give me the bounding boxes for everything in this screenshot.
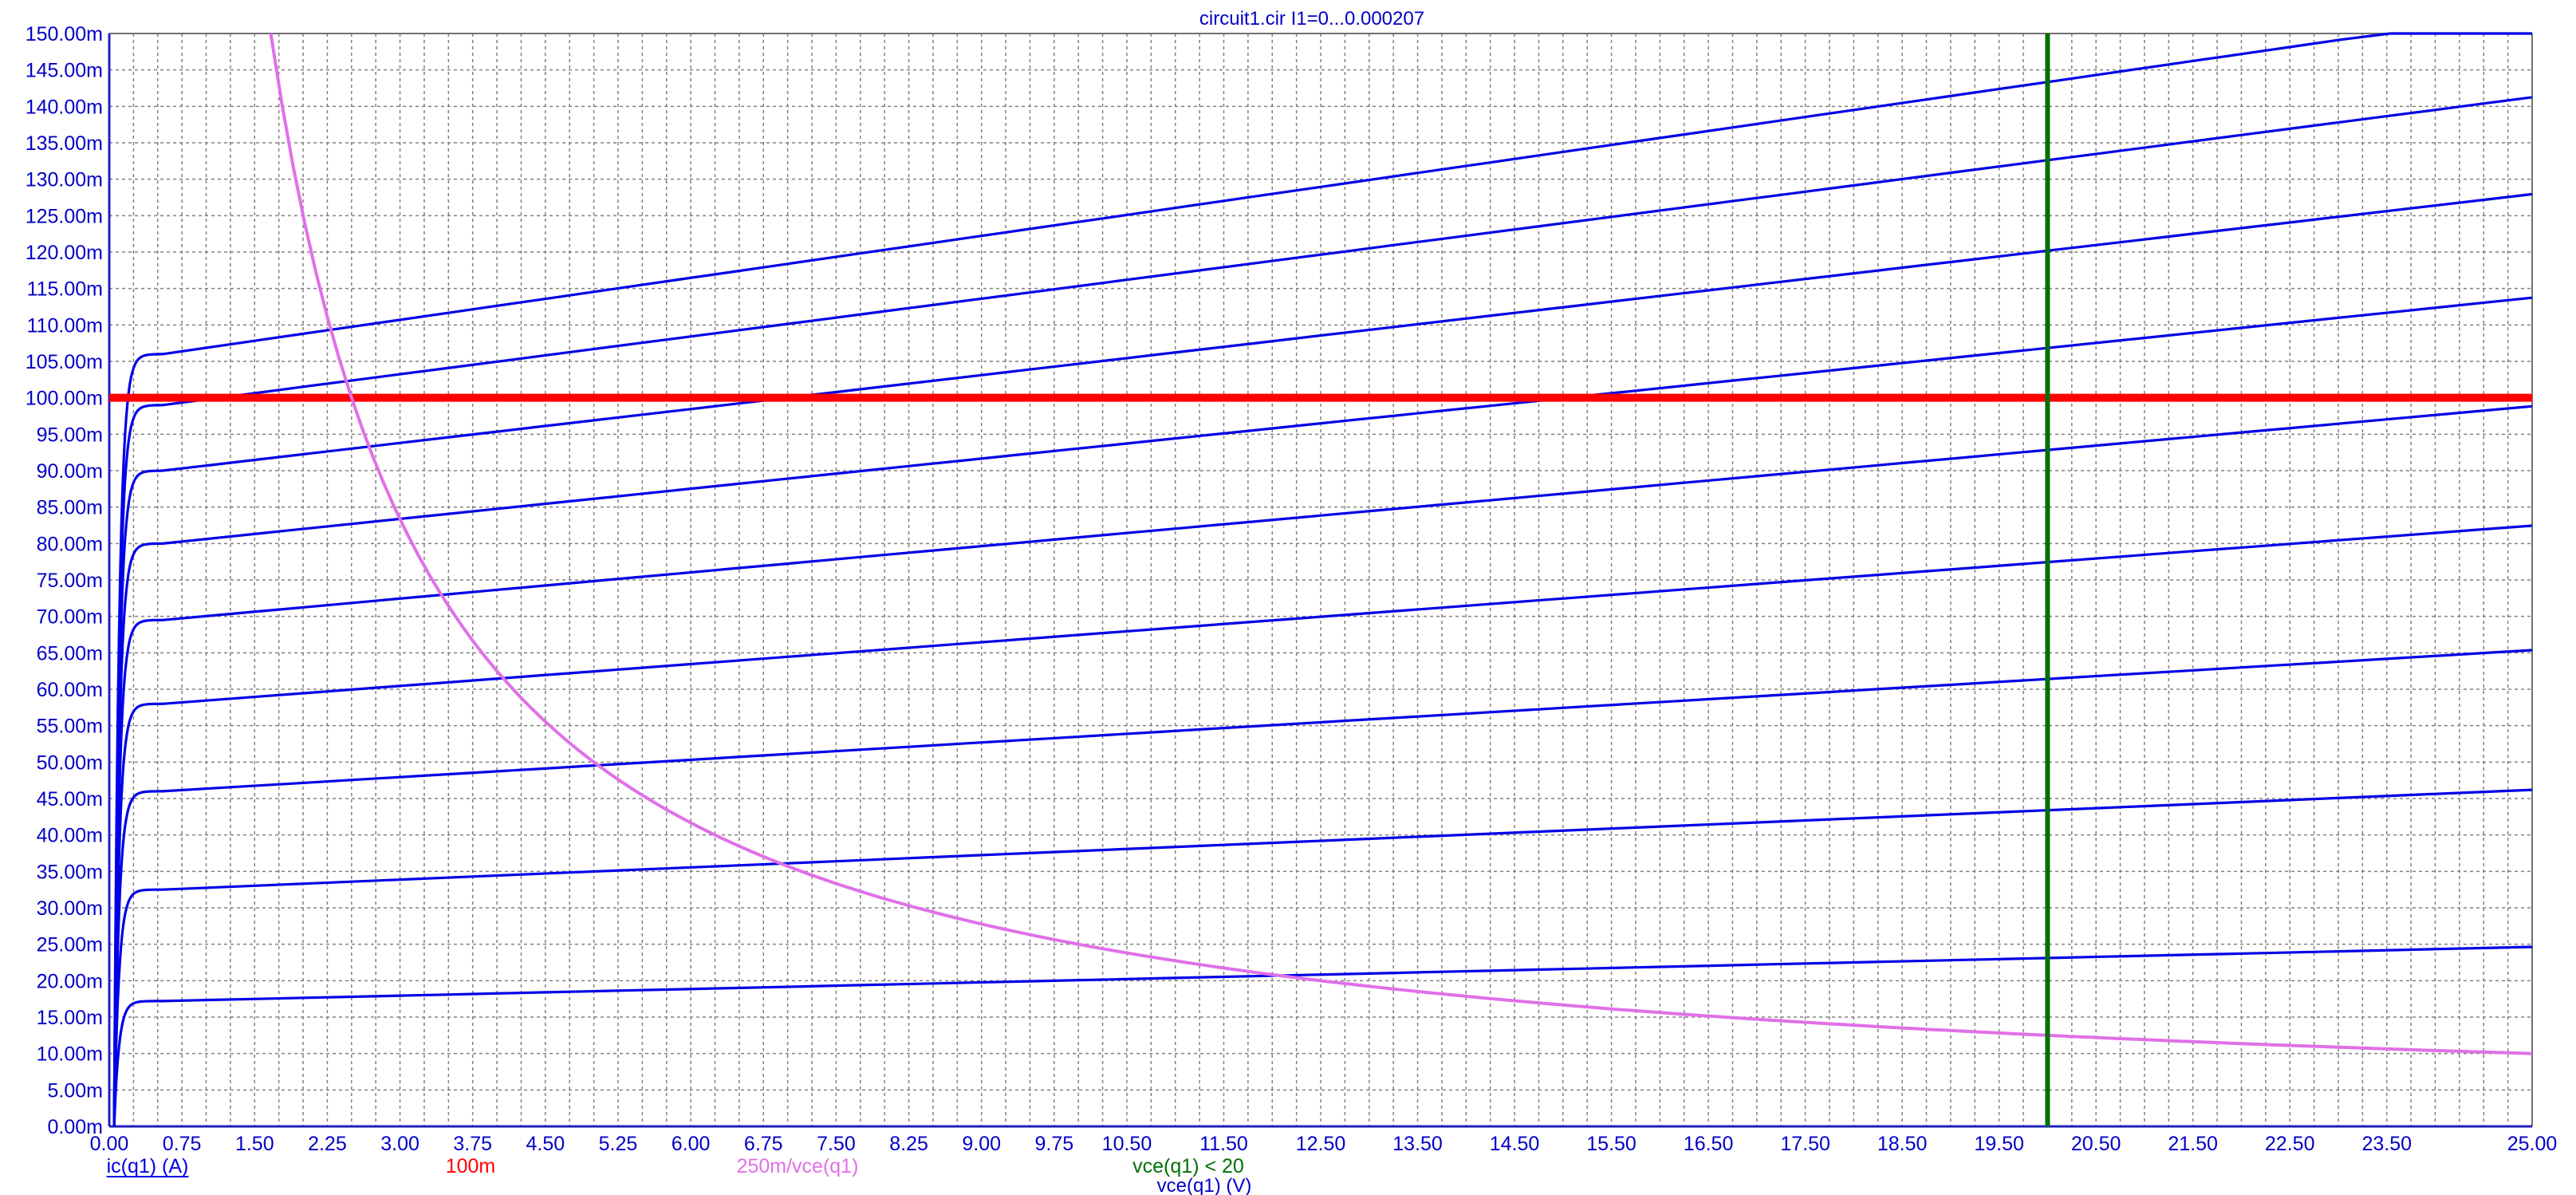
power-hyperbola-curve: [269, 33, 2533, 1055]
y-tick-label: 125.00m: [26, 205, 103, 227]
y-tick-label: 105.00m: [26, 351, 103, 373]
y-tick-label: 10.00m: [37, 1043, 103, 1066]
y-tick-label: 90.00m: [37, 460, 103, 483]
y-axis-ticks: 0.00m 5.00m 10.00m 15.00m 20.00m 25.00m 30.00m…: [26, 23, 103, 1138]
x-tick-label: 11.50: [1199, 1133, 1248, 1155]
y-tick-label: 70.00m: [37, 606, 103, 629]
y-tick-label: 65.00m: [37, 642, 103, 665]
x-tick-label: 14.50: [1490, 1133, 1540, 1155]
ic-curve: [112, 32, 2532, 1127]
legend-entry: 100m: [446, 1155, 496, 1177]
x-tick-label: 23.50: [2361, 1133, 2412, 1155]
x-tick-label: 9.75: [1034, 1133, 1073, 1155]
y-tick-label: 35.00m: [37, 861, 103, 883]
y-tick-label: 25.00m: [37, 934, 103, 956]
y-tick-label: 145.00m: [26, 60, 103, 82]
x-tick-label: 3.75: [453, 1133, 492, 1155]
chart-title: circuit1.cir I1=0...0.000207: [1199, 8, 1424, 30]
y-tick-label: 85.00m: [37, 497, 103, 519]
x-tick-label: 13.50: [1392, 1133, 1443, 1155]
ic-curve: [112, 788, 2533, 1127]
series-layer: [109, 32, 2533, 1127]
y-tick-label: 150.00m: [26, 23, 103, 45]
x-tick-label: 21.50: [2168, 1133, 2218, 1155]
y-tick-label: 15.00m: [37, 1007, 103, 1029]
ic-curve: [112, 649, 2533, 1127]
x-tick-label: 8.25: [889, 1133, 928, 1155]
x-axis-label: vce(q1) (V): [1157, 1175, 1252, 1195]
y-tick-label: 5.00m: [48, 1079, 103, 1102]
y-tick-label: 130.00m: [26, 169, 103, 191]
x-tick-label: 10.50: [1102, 1133, 1152, 1155]
legend-entry: vce(q1) < 20: [1132, 1155, 1244, 1177]
x-tick-label: 15.50: [1586, 1133, 1637, 1155]
y-tick-label: 40.00m: [37, 825, 103, 847]
y-tick-label: 115.00m: [27, 278, 103, 301]
y-tick-label: 100.00m: [26, 388, 103, 410]
y-tick-label: 135.00m: [26, 132, 103, 155]
x-tick-label: 3.00: [380, 1133, 419, 1155]
x-tick-label: 1.50: [235, 1133, 274, 1155]
y-tick-label: 60.00m: [37, 679, 103, 701]
x-tick-label: 6.75: [744, 1133, 783, 1155]
x-tick-label: 20.50: [2071, 1133, 2121, 1155]
y-tick-label: 50.00m: [37, 751, 103, 774]
x-tick-label: 19.50: [1974, 1133, 2024, 1155]
x-tick-label: 5.25: [599, 1133, 638, 1155]
y-tick-label: 80.00m: [37, 533, 103, 555]
ic-curve: [112, 192, 2533, 1127]
x-tick-label: 18.50: [1877, 1133, 1928, 1155]
legend-entry: 250m/vce(q1): [737, 1155, 859, 1177]
x-tick-label: 17.50: [1780, 1133, 1830, 1155]
x-tick-label: 16.50: [1684, 1133, 1734, 1155]
x-tick-label: 4.50: [526, 1133, 565, 1155]
ic-curve: [112, 945, 2533, 1127]
y-tick-label: 120.00m: [26, 242, 103, 264]
y-tick-label: 30.00m: [37, 897, 103, 920]
ic-curve: [112, 96, 2533, 1127]
x-tick-label: 0.00: [90, 1133, 129, 1155]
plot-frame: [108, 33, 2533, 1128]
y-tick-label: 110.00m: [27, 314, 103, 337]
y-tick-label: 20.00m: [37, 970, 103, 992]
y-tick-label: 95.00m: [37, 424, 103, 446]
y-tick-label: 140.00m: [26, 96, 103, 118]
x-tick-label: 2.25: [308, 1133, 347, 1155]
y-tick-label: 45.00m: [37, 788, 103, 810]
ic-curve: [112, 524, 2533, 1127]
x-tick-label: 7.50: [817, 1133, 856, 1155]
x-axis-ticks: 0.00 0.75 1.50 2.25 3.00 3.75 4.50 5.25 6.00 6.75…: [90, 1133, 2558, 1155]
x-tick-label: 25.00: [2507, 1133, 2558, 1155]
x-tick-label: 0.75: [163, 1133, 202, 1155]
x-tick-label: 12.50: [1296, 1133, 1346, 1155]
y-tick-label: 75.00m: [37, 570, 103, 592]
legend: ic(q1) (A) 100m 250m/vce(q1) vce(q1) < 20: [106, 1155, 1244, 1177]
x-tick-label: 22.50: [2265, 1133, 2315, 1155]
x-tick-label: 6.00: [672, 1133, 711, 1155]
ic-curve: [112, 404, 2533, 1127]
y-tick-label: 55.00m: [37, 716, 103, 738]
series-ic-q1: [112, 32, 2533, 1127]
legend-entry: ic(q1) (A): [107, 1155, 189, 1177]
x-tick-label: 9.00: [962, 1133, 1001, 1155]
y-tick-label: 0.00m: [48, 1116, 103, 1138]
